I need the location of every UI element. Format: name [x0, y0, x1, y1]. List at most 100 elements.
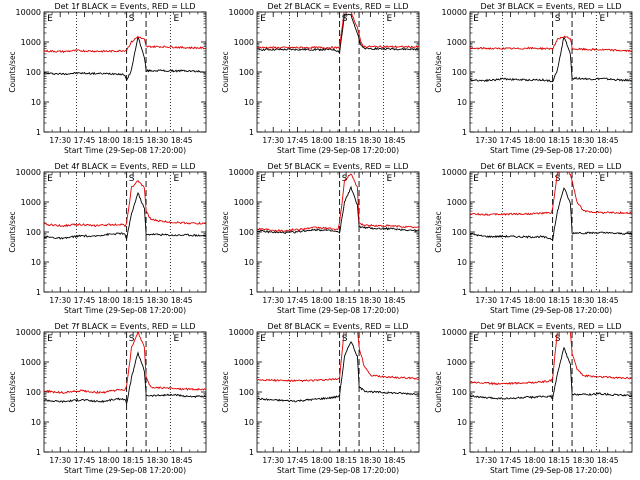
y-tick-label: 100	[239, 228, 254, 237]
x-tick-label: 18:15	[548, 456, 570, 465]
x-tick-label: 17:45	[74, 296, 96, 305]
x-tick-label: 17:30	[49, 136, 71, 145]
y-tick-label: 100	[239, 388, 254, 397]
series-line-lld	[257, 332, 419, 383]
y-tick-label: 1000	[447, 38, 467, 47]
series-line-lld	[44, 36, 206, 54]
y-tick-label: 100	[26, 228, 41, 237]
x-tick-label: 17:30	[49, 456, 71, 465]
y-axis-label: Counts/sec	[8, 211, 17, 252]
chart-title: Det 7f BLACK = Events, RED = LLD	[54, 322, 195, 331]
y-tick-label: 10	[244, 258, 254, 267]
x-tick-label: 18:45	[384, 296, 406, 305]
plot-frame	[43, 11, 207, 133]
y-tick-label: 1	[462, 128, 467, 137]
y-axis-label: Counts/sec	[221, 371, 230, 412]
series-line-lld	[44, 180, 206, 228]
series-line-events	[257, 13, 419, 54]
x-tick-label: 18:30	[360, 456, 382, 465]
series-line-lld	[44, 332, 206, 394]
y-axis-label: Counts/sec	[434, 51, 443, 92]
x-tick-label: 17:45	[287, 136, 309, 145]
y-tick-label: 10000	[442, 8, 467, 17]
x-tick-label: 17:45	[500, 296, 522, 305]
x-tick-label: 18:15	[122, 296, 144, 305]
x-tick-label: 18:15	[122, 136, 144, 145]
x-tick-label: 17:45	[287, 456, 309, 465]
y-tick-label: 10000	[229, 8, 254, 17]
event-marker-label: E	[600, 14, 606, 24]
x-tick-label: 18:00	[524, 136, 546, 145]
event-marker-label: E	[260, 334, 266, 344]
series-line-events	[44, 350, 206, 406]
chart-title: Det 6f BLACK = Events, RED = LLD	[480, 162, 621, 171]
series-line-events	[44, 35, 206, 82]
y-tick-label: 1000	[447, 358, 467, 367]
y-tick-label: 10	[244, 418, 254, 427]
y-tick-label: 1	[36, 288, 41, 297]
x-tick-label: 18:45	[384, 456, 406, 465]
event-marker-label: S	[342, 14, 348, 24]
event-marker-label: S	[129, 174, 135, 184]
x-tick-label: 17:30	[475, 296, 497, 305]
x-tick-label: 18:15	[122, 456, 144, 465]
x-tick-label: 18:15	[335, 296, 357, 305]
event-marker-label: E	[47, 14, 53, 24]
y-tick-label: 10	[31, 98, 41, 107]
event-marker-label: S	[555, 174, 561, 184]
x-tick-label: 17:30	[475, 136, 497, 145]
x-tick-label: 18:00	[311, 296, 333, 305]
x-tick-label: 18:00	[524, 296, 546, 305]
series-line-events	[44, 191, 206, 241]
plot-frame	[469, 11, 633, 133]
y-tick-label: 1000	[234, 198, 254, 207]
x-tick-label: 18:30	[360, 296, 382, 305]
chart-panel: Det 9f BLACK = Events, RED = LLD 1 10 100 10…	[434, 322, 633, 475]
y-tick-label: 100	[26, 68, 41, 77]
y-tick-label: 10	[457, 258, 467, 267]
event-marker-label: E	[600, 174, 606, 184]
y-tick-label: 1	[462, 288, 467, 297]
y-tick-label: 1000	[234, 38, 254, 47]
y-tick-label: 10000	[16, 168, 41, 177]
x-axis-label: Start Time (29-Sep-08 17:20:00)	[277, 146, 399, 155]
x-tick-label: 17:30	[49, 296, 71, 305]
x-axis-label: Start Time (29-Sep-08 17:20:00)	[490, 306, 612, 315]
x-axis-label: Start Time (29-Sep-08 17:20:00)	[64, 466, 186, 475]
y-tick-label: 1	[462, 448, 467, 457]
chart-panel: Det 6f BLACK = Events, RED = LLD 1 10 100 10…	[434, 162, 633, 315]
plot-frame	[256, 11, 420, 133]
series-line-lld	[470, 35, 632, 53]
y-axis-label: Counts/sec	[434, 211, 443, 252]
event-marker-label: E	[174, 174, 180, 184]
event-marker-label: E	[260, 174, 266, 184]
x-tick-label: 18:45	[597, 136, 619, 145]
chart-panel: Det 8f BLACK = Events, RED = LLD 1 10 100 10…	[221, 322, 420, 475]
y-tick-label: 10	[244, 98, 254, 107]
x-tick-label: 18:15	[335, 136, 357, 145]
y-axis-label: Counts/sec	[8, 51, 17, 92]
chart-panel: Det 7f BLACK = Events, RED = LLD 1 10 100 10…	[8, 322, 207, 475]
event-marker-label: E	[387, 334, 393, 344]
y-axis-label: Counts/sec	[8, 371, 17, 412]
series-line-events	[257, 185, 419, 234]
x-tick-label: 18:30	[147, 296, 169, 305]
chart-title: Det 2f BLACK = Events, RED = LLD	[267, 2, 408, 11]
y-tick-label: 1	[249, 128, 254, 137]
x-tick-label: 18:45	[171, 456, 193, 465]
y-tick-label: 10000	[16, 328, 41, 337]
y-tick-label: 100	[452, 68, 467, 77]
x-tick-label: 18:45	[171, 296, 193, 305]
chart-panel: Det 2f BLACK = Events, RED = LLD 1 10 100 10…	[221, 2, 420, 155]
x-tick-label: 18:45	[171, 136, 193, 145]
x-tick-label: 18:30	[147, 456, 169, 465]
x-tick-label: 17:45	[500, 456, 522, 465]
series-line-lld	[257, 12, 419, 50]
plot-frame	[469, 171, 633, 293]
chart-panel: Det 1f BLACK = Events, RED = LLD 1 10 100 10…	[8, 2, 207, 155]
y-tick-label: 10000	[442, 328, 467, 337]
x-axis-label: Start Time (29-Sep-08 17:20:00)	[490, 466, 612, 475]
y-tick-label: 1	[36, 128, 41, 137]
event-marker-label: E	[174, 334, 180, 344]
x-tick-label: 18:45	[597, 456, 619, 465]
